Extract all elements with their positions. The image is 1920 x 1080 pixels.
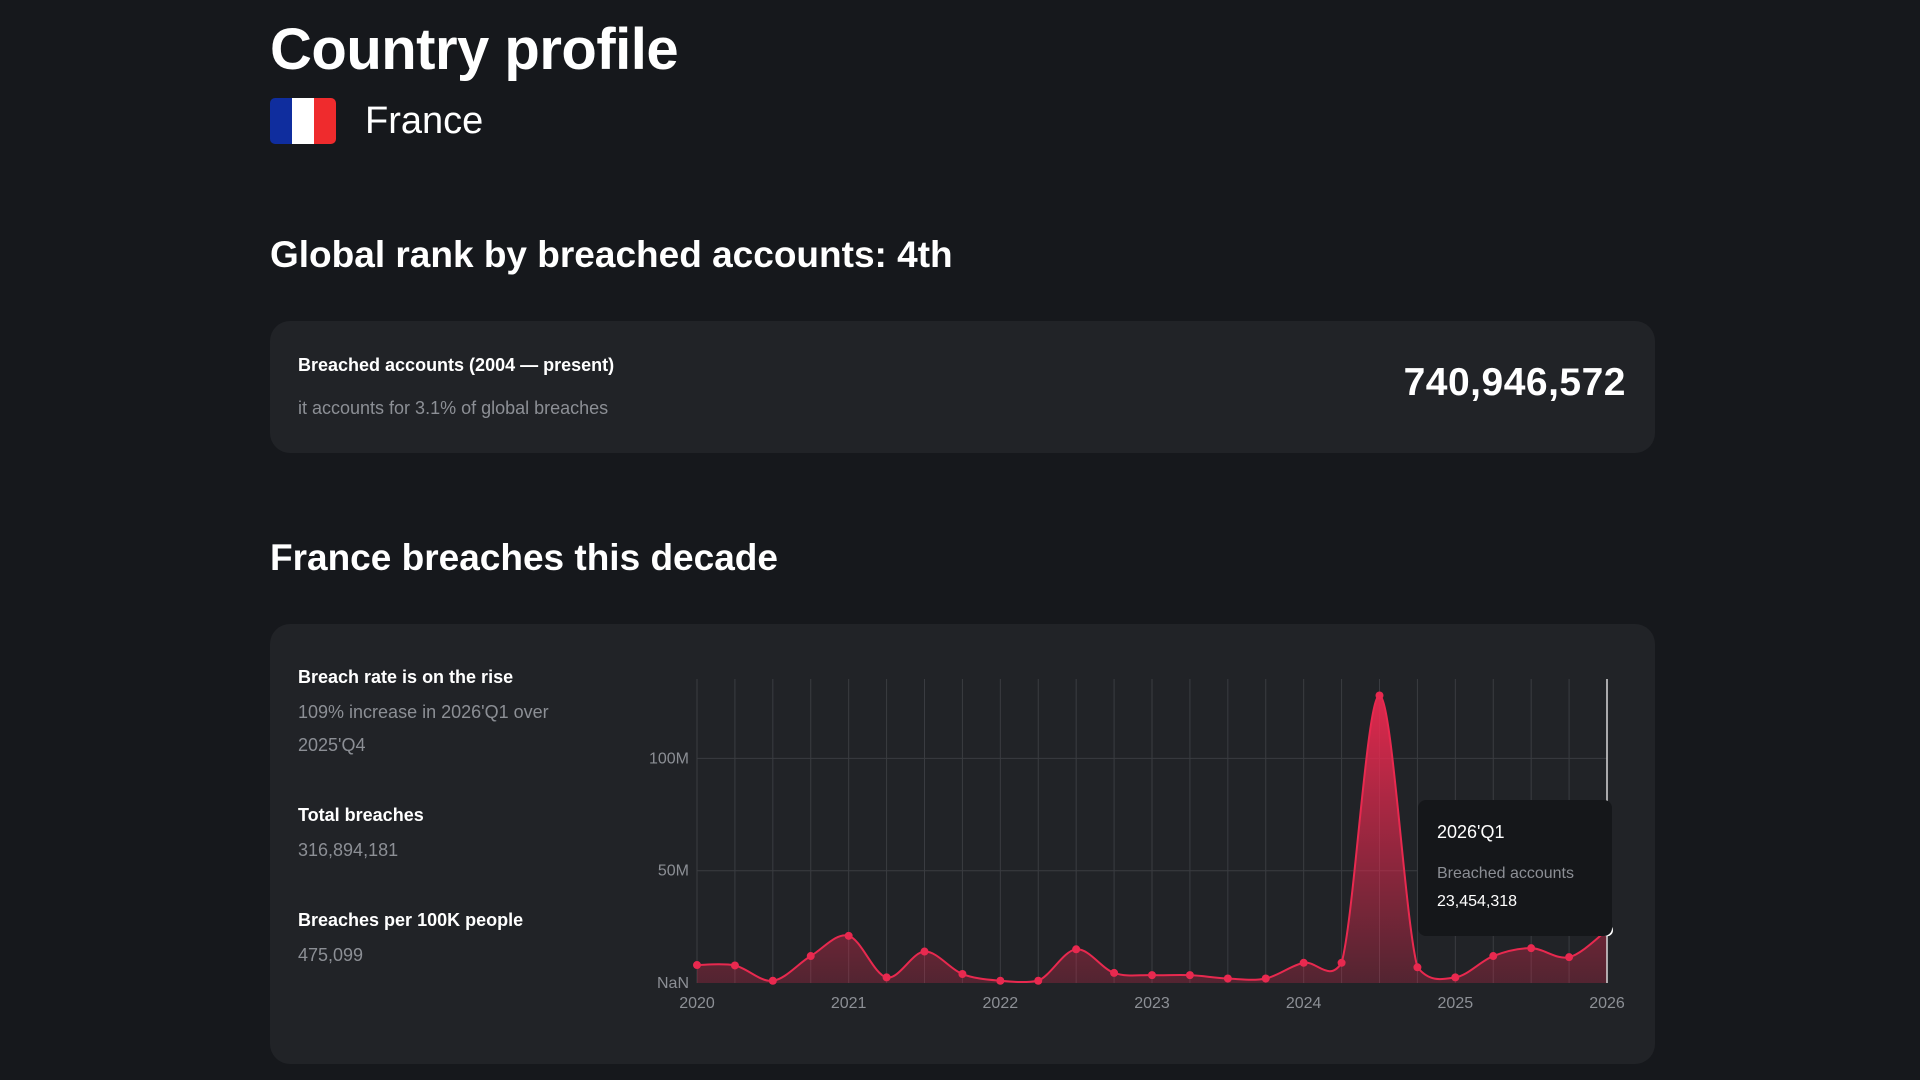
data-point bbox=[1034, 976, 1043, 985]
stat-value-total: 316,894,181 bbox=[298, 840, 399, 860]
data-point bbox=[958, 970, 967, 979]
country-row: France bbox=[270, 97, 483, 145]
decade-heading: France breaches this decade bbox=[270, 537, 778, 578]
y-tick-label: NaN bbox=[657, 975, 689, 992]
flag-stripe-red bbox=[314, 98, 336, 144]
data-point bbox=[1565, 953, 1574, 962]
stat-title-total: Total breaches bbox=[298, 805, 424, 825]
chart-tooltip: 2026'Q1 Breached accounts 23,454,318 bbox=[1418, 800, 1612, 936]
breached-accounts-card: Breached accounts (2004 — present) it ac… bbox=[270, 321, 1655, 453]
stat-title-rise: Breach rate is on the rise bbox=[298, 667, 514, 687]
data-point bbox=[768, 976, 777, 985]
global-rank-heading: Global rank by breached accounts: 4th bbox=[270, 234, 953, 275]
data-point bbox=[1299, 958, 1308, 967]
data-point bbox=[882, 973, 891, 982]
data-point bbox=[996, 976, 1005, 985]
tooltip-label: Breached accounts bbox=[1437, 865, 1574, 882]
x-tick-label: 2023 bbox=[1134, 995, 1170, 1012]
x-tick-label: 2020 bbox=[679, 995, 715, 1012]
flag-stripe-white bbox=[292, 98, 314, 144]
x-tick-label: 2021 bbox=[831, 995, 867, 1012]
x-tick-label: 2025 bbox=[1438, 995, 1474, 1012]
data-point bbox=[1413, 963, 1422, 972]
data-point bbox=[1489, 952, 1498, 961]
x-tick-label: 2024 bbox=[1286, 995, 1322, 1012]
data-point bbox=[1223, 974, 1232, 983]
data-point bbox=[1072, 945, 1081, 954]
stat-value-rise: 109% increase in 2026'Q1 over 2025'Q4 bbox=[298, 702, 549, 755]
x-tick-label: 2026 bbox=[1589, 995, 1625, 1012]
tooltip-period: 2026'Q1 bbox=[1437, 822, 1505, 842]
global-share-text: it accounts for 3.1% of global breaches bbox=[298, 398, 609, 418]
tooltip-value: 23,454,318 bbox=[1437, 893, 1518, 910]
data-point bbox=[730, 961, 739, 970]
x-tick-label: 2022 bbox=[983, 995, 1019, 1012]
data-point bbox=[1110, 968, 1119, 977]
y-tick-label: 50M bbox=[658, 863, 689, 880]
data-point bbox=[693, 961, 701, 970]
breached-accounts-label: Breached accounts (2004 — present) bbox=[298, 355, 615, 375]
series-area bbox=[697, 695, 1607, 983]
data-point bbox=[1451, 973, 1460, 982]
stat-title-per-100k: Breaches per 100K people bbox=[298, 910, 524, 930]
data-point bbox=[844, 931, 853, 940]
data-point bbox=[806, 952, 815, 961]
y-tick-label: 100M bbox=[649, 750, 689, 767]
breaches-area-chart[interactable]: NaN 50M 100M 2020 2021 2022 2023 2024 2025 2026 bbox=[270, 624, 1655, 1064]
decade-chart-card: Breach rate is on the rise 109% increase… bbox=[270, 624, 1655, 1064]
country-name: France bbox=[365, 99, 484, 142]
flag-stripe-blue bbox=[270, 98, 292, 144]
france-flag-icon bbox=[270, 98, 336, 144]
data-point bbox=[1527, 944, 1536, 953]
data-point bbox=[1375, 691, 1384, 700]
page-title: Country profile bbox=[270, 17, 679, 82]
breached-accounts-total: 740,946,572 bbox=[1403, 361, 1626, 404]
stat-value-per-100k: 475,099 bbox=[298, 945, 364, 965]
data-point bbox=[1148, 971, 1156, 980]
data-point bbox=[920, 947, 929, 956]
data-point bbox=[1261, 974, 1270, 983]
data-point bbox=[1337, 958, 1346, 967]
data-point bbox=[1185, 971, 1194, 980]
